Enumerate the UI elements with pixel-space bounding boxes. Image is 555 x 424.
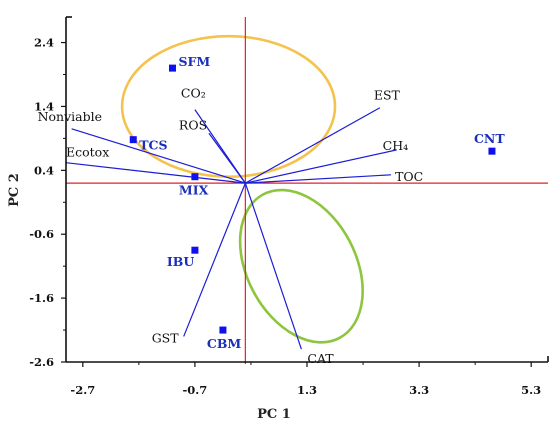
y-tick-label-2: -0.6 <box>29 227 54 241</box>
cluster-ellipses <box>120 34 364 344</box>
observation-label-cnt: CNT <box>474 131 505 146</box>
observation-label-sfm: SFM <box>178 54 210 69</box>
y-tick-label-1: -1.6 <box>29 291 54 305</box>
loading-label-nonviable: Nonviable <box>38 109 102 124</box>
observation-marker-mix <box>191 173 199 181</box>
loading-line-toc <box>245 174 392 184</box>
loading-label-ch: CH₄ <box>383 138 408 153</box>
loading-label-co: CO₂ <box>181 86 206 101</box>
observation-label-ibu: IBU <box>167 254 194 269</box>
observation-marker-ibu <box>191 246 199 254</box>
loading-label-cat: CAT <box>307 351 334 366</box>
loading-line-ecotox <box>65 162 246 184</box>
loading-line-est <box>245 107 381 184</box>
loading-line-ch <box>245 149 397 184</box>
loading-label-ros: ROS <box>179 117 207 132</box>
x-tick-label-1: -0.7 <box>183 383 208 397</box>
x-tick-label-0: -2.7 <box>70 383 95 397</box>
observation-marker-tcs <box>129 136 137 144</box>
x-axis-ticks: -2.7 -0.7 1.3 3.3 5.3 <box>70 362 541 397</box>
y-axis-label: PC 2 <box>7 173 22 207</box>
loading-label-gst: GST <box>152 330 180 345</box>
observation-label-mix: MIX <box>179 183 209 198</box>
x-tick-label-2: 1.3 <box>297 383 317 397</box>
observation-marker-sfm <box>168 64 176 72</box>
loading-label-est: EST <box>374 88 401 103</box>
observation-label-tcs: TCS <box>139 138 167 153</box>
y-tick-label-4: 1.4 <box>34 99 54 113</box>
observation-marker-cbm <box>219 326 227 334</box>
cluster-ellipse-2 <box>238 188 364 344</box>
loading-line-cat <box>244 182 302 350</box>
y-axis-ticks: -2.6 -1.6 -0.6 0.4 1.4 2.4 <box>29 36 66 369</box>
loading-line-gst <box>183 182 246 337</box>
y-tick-label-3: 0.4 <box>34 163 54 177</box>
x-axis-label: PC 1 <box>257 407 291 422</box>
reference-lines <box>66 17 548 364</box>
observation-label-cbm: CBM <box>207 336 242 351</box>
x-tick-label-4: 5.3 <box>521 383 541 397</box>
x-tick-label-3: 3.3 <box>409 383 429 397</box>
loading-label-toc: TOC <box>395 169 423 184</box>
y-tick-label-5: 2.4 <box>34 36 54 50</box>
y-tick-label-0: -2.6 <box>29 355 54 369</box>
cluster-ellipse-1 <box>120 34 337 179</box>
observation-points: SFM TCS MIX CNT IBU CBM <box>129 54 505 351</box>
loading-line-nonviable <box>71 128 246 184</box>
loading-vectors: Nonviable Ecotox CO₂ ROS EST CH₄ TOC GST CAT <box>38 86 424 367</box>
loading-line-ros <box>208 132 246 184</box>
loading-label-ecotox: Ecotox <box>66 145 109 160</box>
observation-marker-cnt <box>488 147 496 155</box>
